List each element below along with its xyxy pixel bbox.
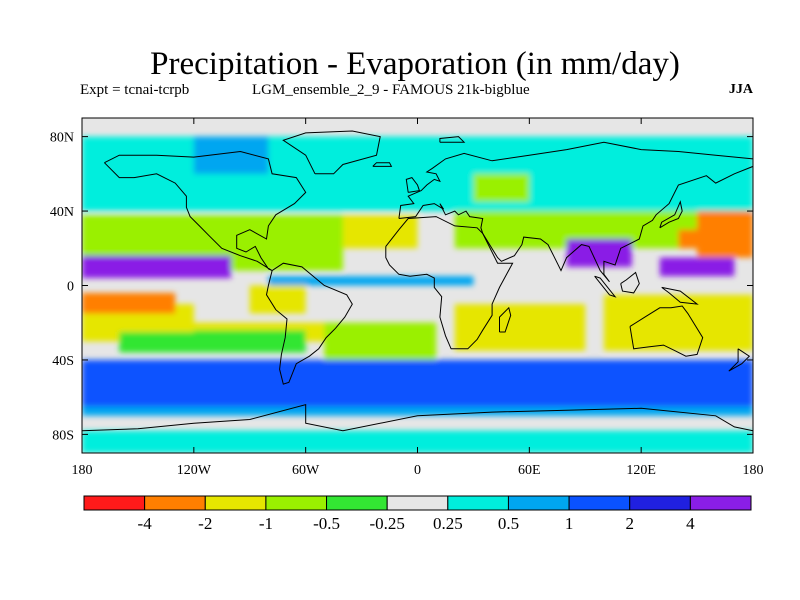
colorbar-level-label: -1 xyxy=(259,514,273,533)
coastline-japan xyxy=(659,200,683,229)
contour-south-pacific-dry-core xyxy=(82,292,176,314)
coastline-new-zealand xyxy=(728,348,751,372)
colorbar-level-label: 0.25 xyxy=(433,514,463,533)
colorbar-level-label: 4 xyxy=(686,514,695,533)
field-australia-yellow xyxy=(603,294,753,351)
colorbar-swatch xyxy=(204,495,267,511)
colorbar-swatch xyxy=(447,495,509,511)
field-amazon-yellow xyxy=(249,285,306,314)
coastline-borneo xyxy=(620,271,640,294)
coastline-australia xyxy=(629,305,704,357)
field-south-atlantic-green xyxy=(324,322,437,360)
field-indian-ocean-yellow xyxy=(454,304,586,351)
chart-title: Precipitation - Evaporation (in mm/day) xyxy=(150,46,680,82)
colorbar-swatch xyxy=(265,495,328,511)
lon-tick-label: 0 xyxy=(414,463,421,478)
field-layer xyxy=(82,118,753,453)
field-subtropical-atlantic-yellow xyxy=(342,214,418,249)
colorbar-level-label: -0.5 xyxy=(313,514,340,533)
field-antarctic-cyan xyxy=(82,430,753,453)
colorbar-swatch xyxy=(386,495,449,511)
lon-tick-label: 180 xyxy=(743,463,764,478)
season-label: JJA xyxy=(728,82,753,97)
coastline-north-america xyxy=(104,150,307,272)
coastline-new-guinea xyxy=(661,286,699,305)
contour-tropical-pacific-wet-band xyxy=(82,255,232,279)
coastline-svalbard xyxy=(439,136,466,143)
field-arctic-blue-west xyxy=(193,136,269,174)
latitude-axis: 80N 40N 0 40S 80S xyxy=(50,131,753,443)
lon-tick-label: 60E xyxy=(518,463,541,478)
colorbar-swatch xyxy=(507,495,570,511)
ensemble-label: LGM_ensemble_2_9 - FAMOUS 21k-bigblue xyxy=(252,82,530,98)
contour-southern-ocean-wet-band xyxy=(82,359,753,407)
coastline-iceland xyxy=(372,162,393,167)
colorbar-level-label: -0.25 xyxy=(369,514,404,533)
colorbar-swatch xyxy=(568,495,631,511)
coastline-britain xyxy=(405,177,421,193)
colorbar-swatch xyxy=(144,495,206,511)
lon-tick-label: 180 xyxy=(72,463,93,478)
colorbar-level-label: 1 xyxy=(565,514,574,533)
colorbar-swatch xyxy=(326,495,388,511)
contour-north-pacific-dry-core xyxy=(678,229,753,249)
colorbar-level-label: -2 xyxy=(198,514,212,533)
coastline-madagascar xyxy=(499,306,512,333)
longitude-axis: 180 120W 60W 0 60E 120E 180 xyxy=(72,118,764,478)
colorbar-level-label: -4 xyxy=(138,514,153,533)
field-eurasia-green xyxy=(473,173,530,202)
colorbar-swatch xyxy=(83,495,146,511)
lon-tick-label: 120E xyxy=(626,463,656,478)
contour-indian-monsoon-wet-core xyxy=(566,238,632,267)
lat-tick-label: 40N xyxy=(50,205,74,220)
colorbar: -4 -2 -1 -0.5 -0.25 0.25 0.5 1 2 4 xyxy=(83,495,752,533)
contour-west-pacific-wet-core xyxy=(659,257,735,277)
coastline-sumatra xyxy=(594,275,617,298)
lat-tick-label: 0 xyxy=(67,280,74,295)
colorbar-swatch xyxy=(689,495,752,511)
experiment-label: Expt = tcnai-tcrpb xyxy=(80,82,190,98)
lat-tick-label: 40S xyxy=(52,354,74,369)
field-atlantic-arctic-cyan xyxy=(342,136,437,174)
colorbar-level-label: 0.5 xyxy=(498,514,519,533)
lat-tick-label: 80N xyxy=(50,131,74,146)
colorbar-swatch xyxy=(629,495,691,511)
coastline-eurasia xyxy=(398,141,753,283)
coastline-south-america xyxy=(265,262,353,385)
lon-tick-label: 120W xyxy=(177,463,212,478)
coastline-africa xyxy=(385,216,514,350)
coastline-greenland xyxy=(282,130,381,175)
field-atlantic-itcz xyxy=(268,276,474,286)
coastline-antarctica xyxy=(82,403,753,432)
lat-tick-label: 80S xyxy=(52,428,74,443)
colorbar-level-label: 2 xyxy=(625,514,634,533)
lon-tick-label: 60W xyxy=(292,463,320,478)
field-south-pacific-lime xyxy=(119,330,306,353)
